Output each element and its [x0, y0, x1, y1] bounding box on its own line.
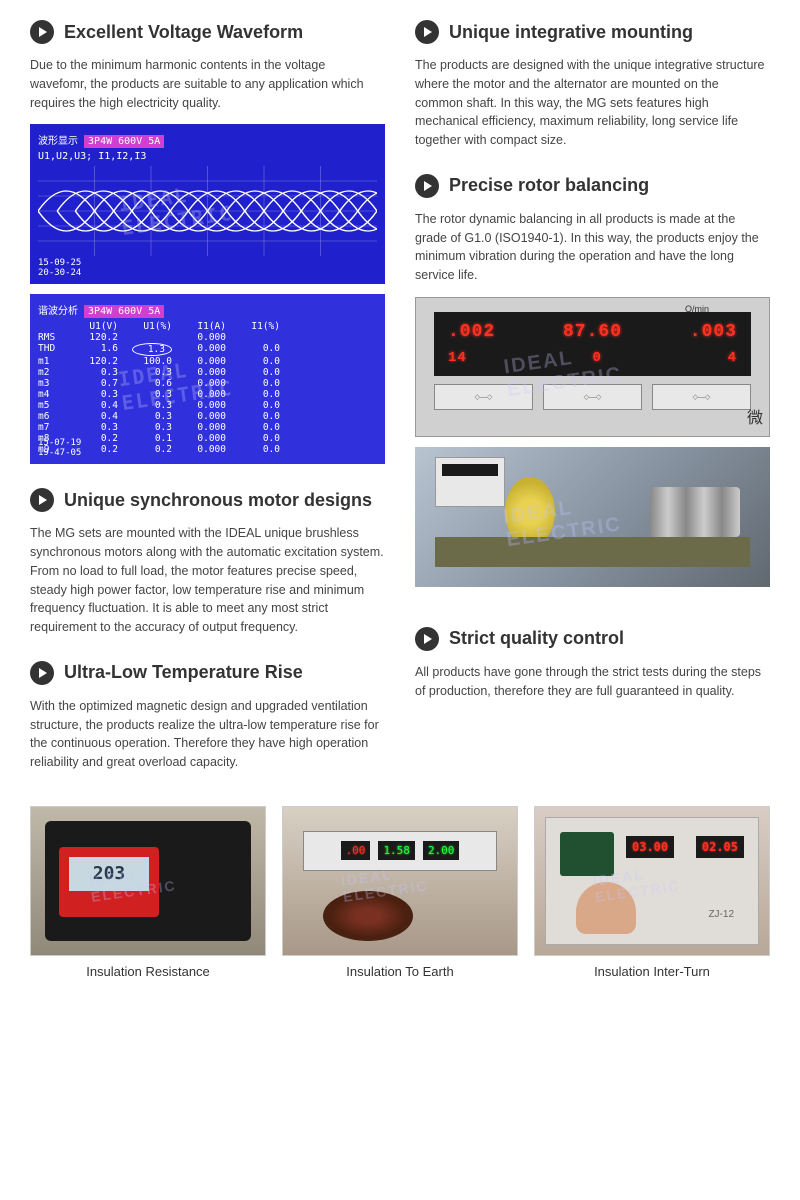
thd-row: m60.40.30.0000.0	[38, 411, 377, 422]
caption-t2: Insulation To Earth	[282, 964, 518, 979]
heading-temp: Ultra-Low Temperature Rise	[64, 662, 303, 683]
oscilloscope-waveform: 波形显示 3P4W 600V 5A U1,U2,U3; I1,I2,I3	[30, 124, 385, 284]
section-balancing: Precise rotor balancing The rotor dynami…	[415, 174, 770, 587]
thd-row: m90.20.20.0000.0	[38, 444, 377, 455]
desc-waveform: Due to the minimum harmonic contents in …	[30, 56, 385, 112]
arrow-right-icon	[415, 627, 439, 651]
heading-sync: Unique synchronous motor designs	[64, 490, 372, 511]
desc-mounting: The products are designed with the uniqu…	[415, 56, 770, 150]
section-waveform: Excellent Voltage Waveform Due to the mi…	[30, 20, 385, 464]
test-photos-row: 203 IDEAL ELECTRIC Insulation Resistance…	[30, 806, 770, 979]
balance-meter-photo: O/min .002 87.60 .003 14 0 4 ◇—◇ ◇—◇	[415, 297, 770, 437]
thd-row: m40.30.30.0000.0	[38, 389, 377, 400]
test-photo-insulation-resistance: 203 IDEAL ELECTRIC	[30, 806, 266, 956]
section-mounting: Unique integrative mounting The products…	[415, 20, 770, 150]
test-photo-insulation-interturn: 03.00 02.05 ZJ-12 IDEAL ELECTRIC	[534, 806, 770, 956]
caption-t1: Insulation Resistance	[30, 964, 266, 979]
thd-row: m50.40.30.0000.0	[38, 400, 377, 411]
thd-row: m70.30.30.0000.0	[38, 422, 377, 433]
section-sync: Unique synchronous motor designs The MG …	[30, 488, 385, 637]
heading-balancing: Precise rotor balancing	[449, 175, 649, 196]
desc-sync: The MG sets are mounted with the IDEAL u…	[30, 524, 385, 637]
thd-row: THD1.61.30.0000.0	[38, 343, 377, 356]
thd-row: RMS120.20.000	[38, 332, 377, 343]
thd-row: m80.20.10.0000.0	[38, 433, 377, 444]
heading-mounting: Unique integrative mounting	[449, 22, 693, 43]
balancing-machine-photo: IDEAL ELECTRIC	[415, 447, 770, 587]
thd-row: m30.70.60.0000.0	[38, 378, 377, 389]
heading-quality: Strict quality control	[449, 628, 624, 649]
test-photo-insulation-earth: .00 1.58 2.00 IDEAL ELECTRIC	[282, 806, 518, 956]
arrow-right-icon	[30, 488, 54, 512]
desc-temp: With the optimized magnetic design and u…	[30, 697, 385, 772]
arrow-right-icon	[30, 661, 54, 685]
heading-waveform: Excellent Voltage Waveform	[64, 22, 303, 43]
section-quality: Strict quality control All products have…	[415, 627, 770, 701]
desc-balancing: The rotor dynamic balancing in all produ…	[415, 210, 770, 285]
thd-cols: U1(V)U1(%)I1(A)I1(%)	[38, 321, 377, 332]
section-temp: Ultra-Low Temperature Rise With the opti…	[30, 661, 385, 772]
thd-row: m1120.2100.00.0000.0	[38, 356, 377, 367]
thd-row: m20.30.30.0000.0	[38, 367, 377, 378]
arrow-right-icon	[415, 174, 439, 198]
thd-analysis-table: 谐波分析 3P4W 600V 5A U1(V)U1(%)I1(A)I1(%) R…	[30, 294, 385, 464]
caption-t3: Insulation Inter-Turn	[534, 964, 770, 979]
arrow-right-icon	[30, 20, 54, 44]
arrow-right-icon	[415, 20, 439, 44]
desc-quality: All products have gone through the stric…	[415, 663, 770, 701]
